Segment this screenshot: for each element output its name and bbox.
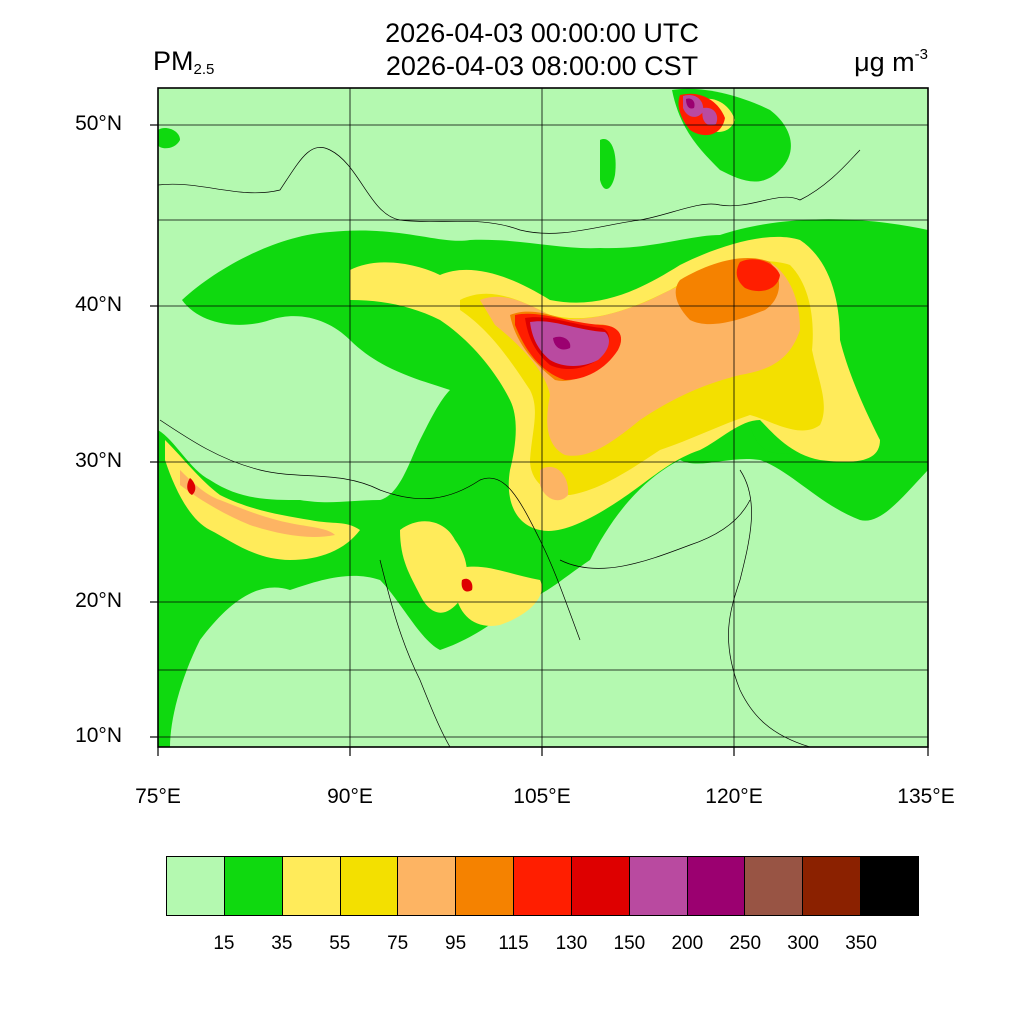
colorbar-level-label: 15 — [213, 933, 235, 954]
colorbar-swatch — [167, 857, 225, 915]
pm25-band-200-250 — [553, 98, 695, 350]
colorbar-level-label: 75 — [387, 933, 409, 954]
lon-label-90e: 90°E — [327, 785, 373, 808]
colorbar-swatch — [514, 857, 572, 915]
colorbar-level-label: 150 — [613, 933, 646, 954]
lat-label-20n: 20°N — [75, 589, 122, 612]
unit-base: μg m — [854, 47, 915, 77]
map-field — [158, 88, 928, 747]
title-cst: 2026-04-03 08:00:00 CST — [385, 51, 699, 81]
lat-label-40n: 40°N — [75, 293, 122, 316]
map-frame — [157, 87, 929, 748]
colorbar-swatch — [687, 857, 746, 915]
colorbar-swatch — [745, 857, 804, 915]
colorbar-swatch — [629, 857, 688, 915]
colorbar-swatch — [398, 857, 457, 915]
variable-subscript: 2.5 — [193, 61, 215, 78]
colorbar-level-label: 95 — [445, 933, 467, 954]
colorbar-level-label: 35 — [271, 933, 293, 954]
colorbar-swatch — [282, 857, 341, 915]
lat-label-50n: 50°N — [75, 112, 122, 135]
colorbar-swatch — [224, 857, 283, 915]
lon-label-135e: 135°E — [897, 785, 955, 808]
colorbar — [166, 856, 919, 916]
colorbar-swatch — [861, 857, 918, 915]
colorbar-level-label: 350 — [845, 933, 877, 954]
colorbar-level-label: 115 — [498, 933, 529, 954]
colorbar-level-label: 300 — [787, 933, 819, 954]
variable-name: PM — [153, 46, 194, 76]
lat-label-30n: 30°N — [75, 449, 122, 472]
boundary-lines — [158, 147, 861, 747]
colorbar-swatch — [803, 857, 862, 915]
lon-label-105e: 105°E — [513, 785, 571, 808]
unit-label: μg m-3 — [854, 46, 928, 78]
colorbar-swatch — [456, 857, 515, 915]
grid-lines — [158, 88, 928, 747]
colorbar-level-label: 130 — [555, 933, 588, 954]
lon-label-75e: 75°E — [135, 785, 181, 808]
colorbar-level-label: 250 — [729, 933, 762, 954]
colorbar-level-label: 55 — [329, 933, 351, 954]
colorbar-swatch — [340, 857, 399, 915]
lon-label-120e: 120°E — [705, 785, 763, 808]
title-utc: 2026-04-03 00:00:00 UTC — [385, 18, 699, 48]
colorbar-level-label: 200 — [671, 933, 704, 954]
variable-label: PM2.5 — [153, 46, 214, 78]
axis-ticks — [150, 124, 929, 756]
lat-label-10n: 10°N — [75, 724, 122, 747]
unit-exponent: -3 — [914, 46, 928, 63]
colorbar-swatch — [571, 857, 630, 915]
